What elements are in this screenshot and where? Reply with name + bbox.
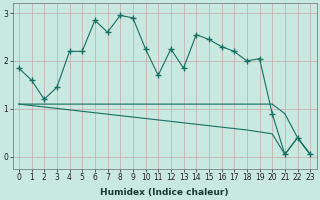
X-axis label: Humidex (Indice chaleur): Humidex (Indice chaleur) — [100, 188, 229, 197]
